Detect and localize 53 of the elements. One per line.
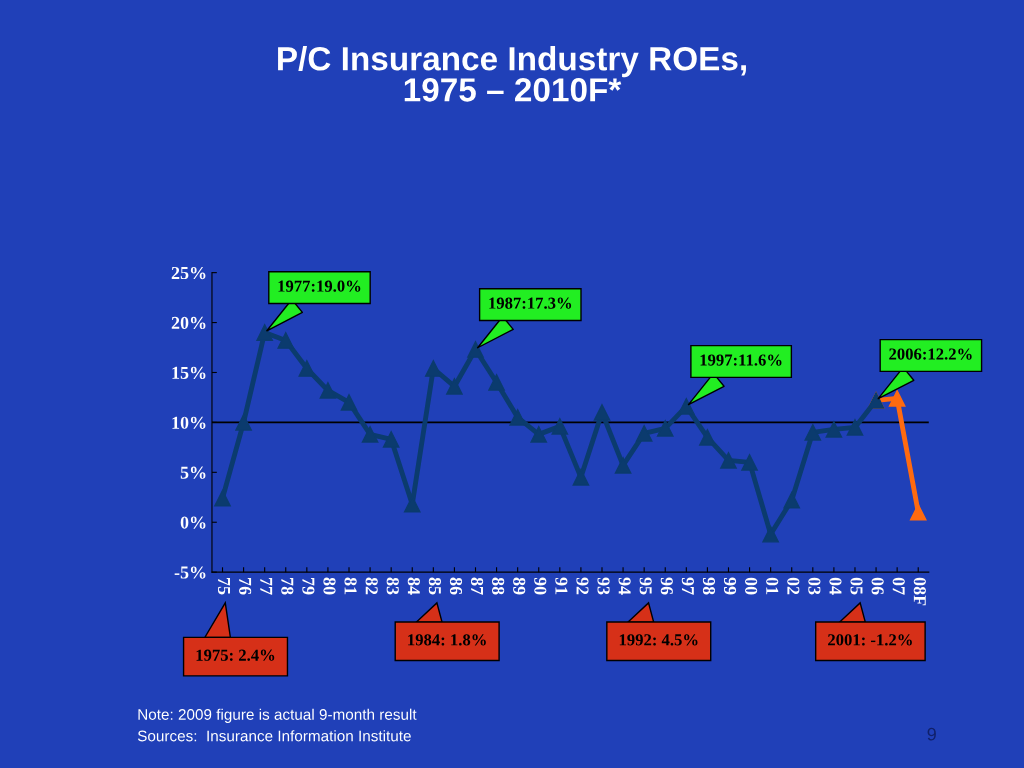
x-tick-label: 90 <box>534 577 547 595</box>
x-tick-label: 08F <box>913 577 926 606</box>
x-tick-label: 87 <box>470 577 484 595</box>
text: 9 <box>927 727 936 741</box>
x-tick-label: 91 <box>555 577 568 595</box>
text: 1984: 1.8% <box>408 634 486 646</box>
annotation: 1997:11.6% <box>700 354 782 366</box>
annotation: 1987:17.3% <box>489 297 572 309</box>
x-tick-label: 02 <box>787 577 800 595</box>
x-tick-label: 95 <box>639 577 652 595</box>
x-tick-label: 97 <box>681 577 694 595</box>
x-tick-label: 79 <box>302 578 315 595</box>
x-tick-label: 06 <box>871 577 884 595</box>
x-tick-label: 99 <box>723 577 737 595</box>
x-tick-label: 93 <box>597 577 610 595</box>
x-tick-label: 07 <box>892 577 905 595</box>
x-tick-label: 78 <box>281 578 294 595</box>
x-tick-label: 88 <box>492 577 505 595</box>
y-tick-label: 10% <box>172 416 206 429</box>
x-tick-label: 76 <box>239 578 252 595</box>
x-tick-label: 82 <box>365 577 378 595</box>
x-tick-label: 98 <box>702 577 716 595</box>
y-tick-label: 20% <box>171 316 206 330</box>
x-tick-label: 80 <box>323 577 336 595</box>
chart-title: P/C Insurance Industry ROEs, 1975 – 2010F* <box>278 46 746 102</box>
annotation: 1977:19.0% <box>278 280 361 292</box>
x-tick-label: 86 <box>449 577 463 595</box>
text: 1992: 4.5% <box>619 634 698 646</box>
y-tick-label: 15% <box>172 366 206 379</box>
x-tick-label: 84 <box>407 577 420 595</box>
x-tick-label: 77 <box>260 578 273 595</box>
x-tick-label: 85 <box>428 577 441 595</box>
x-tick-label: 96 <box>660 577 673 595</box>
y-tick-label: 5% <box>180 466 206 479</box>
y-tick-label: 25% <box>171 266 206 280</box>
annotation: 2006:12.2% <box>889 348 972 360</box>
x-tick-label: 75 <box>217 578 230 595</box>
x-tick-label: 92 <box>576 577 589 595</box>
x-tick-label: 94 <box>618 577 631 595</box>
source-note: Sources: Insurance Information Institute <box>137 730 411 742</box>
x-tick-label: 81 <box>344 577 357 595</box>
y-tick-label: -5% <box>174 566 206 579</box>
x-tick-label: 04 <box>829 577 842 595</box>
text: Note: 2009 figure is actual 9-month result <box>138 708 417 723</box>
x-tick-label: 03 <box>808 577 821 595</box>
x-tick-label: 01 <box>766 577 779 595</box>
text: 2001: -1.2% <box>828 634 912 646</box>
x-tick-label: 89 <box>513 577 526 595</box>
x-tick-label: 00 <box>745 577 758 595</box>
y-tick-label: 0% <box>180 516 206 529</box>
text: 1975: 2.4% <box>196 649 275 661</box>
x-tick-label: 83 <box>386 577 399 595</box>
x-tick-label: 05 <box>850 577 863 595</box>
